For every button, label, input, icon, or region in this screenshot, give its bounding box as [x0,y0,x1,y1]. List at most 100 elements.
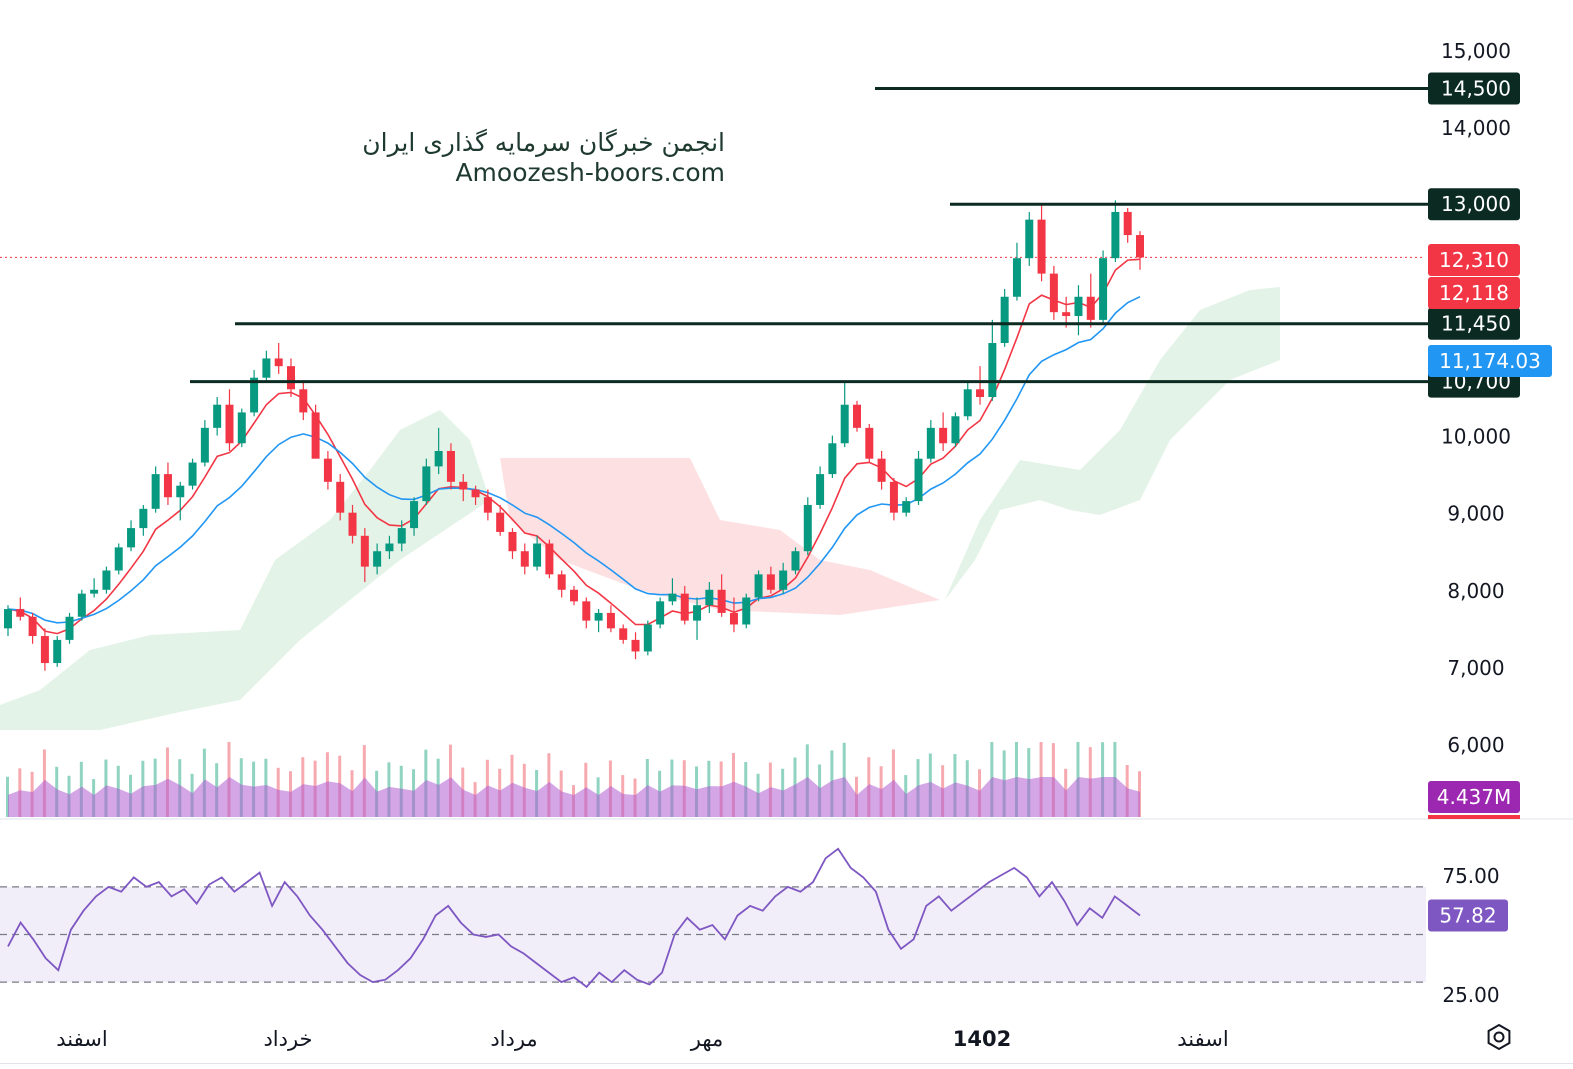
candle-body [705,589,714,606]
candle-body [803,504,812,552]
candle-body [1111,211,1120,259]
candle-body [631,639,640,652]
candle-body [53,639,62,664]
candle-body [77,593,86,617]
time-tick-label: 1402 [953,1027,1011,1051]
candle-body [680,593,689,621]
time-tick-label: اسفند [1177,1027,1228,1051]
ichimoku-cloud [0,287,1280,730]
candle-body [594,612,603,621]
price-tag-label: 12,310 [1439,248,1509,272]
candle-body [816,474,825,505]
candle-body [397,528,406,544]
cloud-bear-1 [500,458,940,615]
ma-fast-line [7,258,1141,635]
watermark-title: انجمن خبرگان سرمایه گذاری ایران [362,128,725,157]
candle-body [225,404,234,444]
price-tick-label: 10,000 [1441,425,1511,449]
volume-ma-area [8,777,1140,817]
candle-body [889,481,898,513]
ma-slow-line [7,295,1141,624]
candle-body [311,412,320,459]
candle-body [496,512,505,532]
candle-body [619,628,628,640]
time-axis[interactable]: اسفند خرداد مرداد مهر 1402 اسفند [56,1027,1228,1051]
rsi-tag-label: 57.82 [1439,903,1496,927]
candle-body [656,601,665,625]
price-tag [1428,244,1520,276]
candle-body [1000,296,1009,344]
candle-body [668,593,677,602]
level-tag [1428,72,1520,105]
candle-body [323,458,332,482]
candle-body [951,416,960,444]
candle-body [508,531,517,552]
level-tag [1428,188,1520,221]
rsi-panel: 75.00 25.00 57.82 [0,847,1508,1007]
candle-body [213,404,222,428]
candle-body [262,358,271,378]
price-tick-label: 8,000 [1447,579,1504,603]
candle-body [151,474,160,509]
candle-body [114,547,123,571]
rsi-tick-label: 75.00 [1442,864,1499,888]
candle-body [459,481,468,490]
candle-body [1037,219,1046,274]
level-tag-label: 11,450 [1441,312,1511,336]
candle-body [4,609,12,629]
candle-body [865,427,874,459]
candle-body [336,481,345,513]
candle-body [791,551,800,571]
price-tag-label: 12,118 [1439,281,1509,305]
candle-body [754,574,763,598]
candle-body [533,543,542,567]
candle-body [643,624,652,652]
price-tag-label: 11,174.03 [1439,349,1541,373]
volume-bar [6,776,9,817]
candle-body [840,404,849,444]
candle-body [1062,312,1071,317]
candle-body [434,450,443,467]
time-tick-label: خرداد [263,1027,312,1051]
price-tick-label: 14,000 [1441,116,1511,140]
candle-body [422,466,431,502]
candle-body [16,609,25,617]
candle-body [606,612,615,629]
time-tick-label: مرداد [490,1027,537,1051]
candle-body [40,636,49,664]
candle-body [988,343,997,397]
candle-body [28,616,37,637]
candle-body [237,412,246,444]
candle-body [1099,258,1108,320]
candle-body [828,443,837,475]
candle-body [742,597,751,625]
cloud-bull-2 [945,287,1280,600]
candle-body [1049,273,1058,313]
rsi-tick-label: 25.00 [1442,983,1499,1007]
candle-body [176,485,185,498]
candle-body [299,389,308,413]
time-tick-label: اسفند [56,1027,107,1051]
candle-body [200,427,209,463]
level-tag-label: 14,500 [1441,77,1511,101]
candle-body [188,462,197,486]
price-axis[interactable]: 15,000 14,000 10,000 9,000 8,000 7,000 6,000 [1441,39,1511,757]
candle-body [410,501,419,529]
candle-body [348,512,357,536]
candle-body [250,377,259,413]
settings-icon[interactable] [1480,1018,1518,1056]
time-tick-label: مهر [690,1027,724,1051]
watermark-url: Amoozesh-boors.com [455,158,725,187]
level-tag-label: 13,000 [1441,192,1511,216]
candle-body [127,528,136,548]
candle-body [963,389,972,417]
candle-body [1123,211,1132,236]
candle-body [779,570,788,590]
candle-body [446,450,455,482]
candle-body [1025,219,1034,259]
candle-body [139,508,148,529]
candle-body [287,366,295,390]
moving-averages [7,258,1141,635]
